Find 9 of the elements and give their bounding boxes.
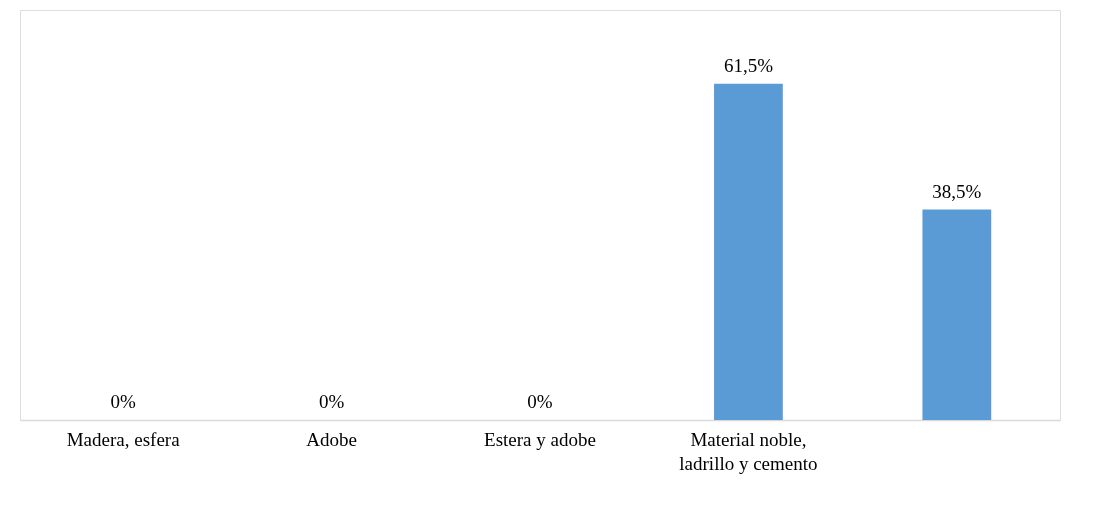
data-label: 0% bbox=[527, 391, 553, 412]
x-tick-label: Adobe bbox=[306, 428, 357, 450]
x-tick-label: Material noble, ladrillo y cemento bbox=[679, 428, 818, 474]
x-tick-label: Estera y adobe bbox=[484, 428, 596, 450]
x-tick-label: Madera, esfera bbox=[66, 428, 181, 450]
data-label: 38,5% bbox=[932, 180, 982, 202]
data-label: 0% bbox=[110, 391, 136, 412]
data-label: 0% bbox=[318, 391, 345, 412]
data-label: 61,5% bbox=[723, 54, 774, 76]
